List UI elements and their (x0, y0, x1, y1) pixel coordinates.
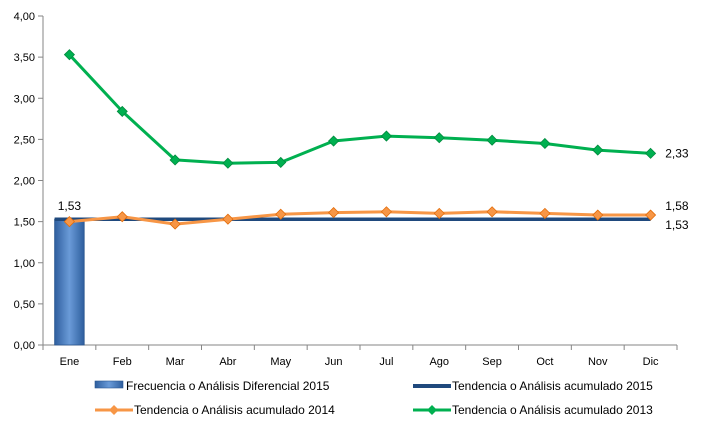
series-2-point (380, 206, 392, 218)
x-tick-label: May (270, 356, 291, 368)
y-tick-label: 2,00 (14, 176, 35, 188)
series-3-point (645, 147, 657, 159)
legend: Frecuencia o Análisis Diferencial 2015 Te… (94, 379, 653, 417)
series-2-point (328, 207, 340, 219)
y-tick-label: 3,50 (14, 52, 35, 64)
x-tick-label: Jun (325, 356, 343, 368)
y-tick-label: 3,00 (14, 93, 35, 105)
series-lines (54, 53, 651, 226)
series-2-point (63, 216, 75, 228)
x-tick-label: Mar (166, 356, 185, 368)
y-tick-label: 1,00 (14, 258, 35, 270)
series-2-point (275, 208, 287, 220)
series-markers (63, 49, 657, 230)
legend-label: Tendencia o Análisis acumulado 2013 (452, 403, 653, 417)
series-2-point (486, 206, 498, 218)
y-tick-label: 0,00 (14, 340, 35, 352)
x-tick-label: Oct (536, 356, 553, 368)
y-tick-label: 2,50 (14, 134, 35, 146)
data-label: 2,33 (665, 146, 689, 160)
series-2-point (116, 211, 128, 223)
bar-ene (54, 218, 85, 346)
series-3-point (328, 135, 340, 147)
series-2-point (645, 209, 657, 221)
y-tick-label: 4,00 (14, 11, 35, 23)
series-3-point (433, 132, 445, 144)
legend-label: Tendencia o Análisis acumulado 2014 (134, 403, 335, 417)
y-tick-label: 0,50 (14, 299, 35, 311)
x-tick-label: Jul (379, 356, 393, 368)
series-2-point (433, 207, 445, 219)
series-3-point (380, 130, 392, 142)
series-3-point (592, 144, 604, 156)
x-tick-label: Abr (219, 356, 236, 368)
data-label: 1,58 (665, 199, 689, 213)
x-tick-label: Nov (588, 356, 608, 368)
series-2-point (169, 218, 181, 230)
data-labels: 1,53 2,33 1,58 1,53 (58, 146, 689, 232)
series-3-point (169, 154, 181, 166)
series-2-point (539, 207, 551, 219)
data-label: 1,53 (665, 218, 689, 232)
legend-label: Tendencia o Análisis acumulado 2015 (452, 379, 653, 393)
series-3-point (63, 49, 75, 61)
x-tick-label: Sep (482, 356, 502, 368)
x-tick-label: Ene (60, 356, 80, 368)
legend-label: Frecuencia o Análisis Diferencial 2015 (126, 379, 330, 393)
series-3-point (275, 156, 287, 168)
series-2-point (592, 209, 604, 221)
series-3-point (486, 134, 498, 146)
x-tick-label: Dic (643, 356, 659, 368)
series-line-3 (68, 53, 651, 165)
legend-swatch (94, 380, 124, 389)
y-tick-label: 1,50 (14, 217, 35, 229)
series-3-point (539, 137, 551, 150)
bars (54, 218, 85, 346)
axes: 0,00 0,50 1,00 1,50 2,00 2,50 3,00 3,50 4,00 Ene F… (14, 11, 678, 368)
series-3-point (116, 105, 128, 117)
data-label: 1,53 (58, 199, 82, 213)
x-tick-label: Feb (113, 356, 132, 368)
legend-marker (109, 405, 119, 415)
legend-marker (427, 405, 437, 415)
series-line-2 (69, 210, 651, 226)
series-2-point (222, 213, 234, 225)
x-tick-label: Ago (429, 356, 449, 368)
series-3-point (222, 157, 234, 169)
